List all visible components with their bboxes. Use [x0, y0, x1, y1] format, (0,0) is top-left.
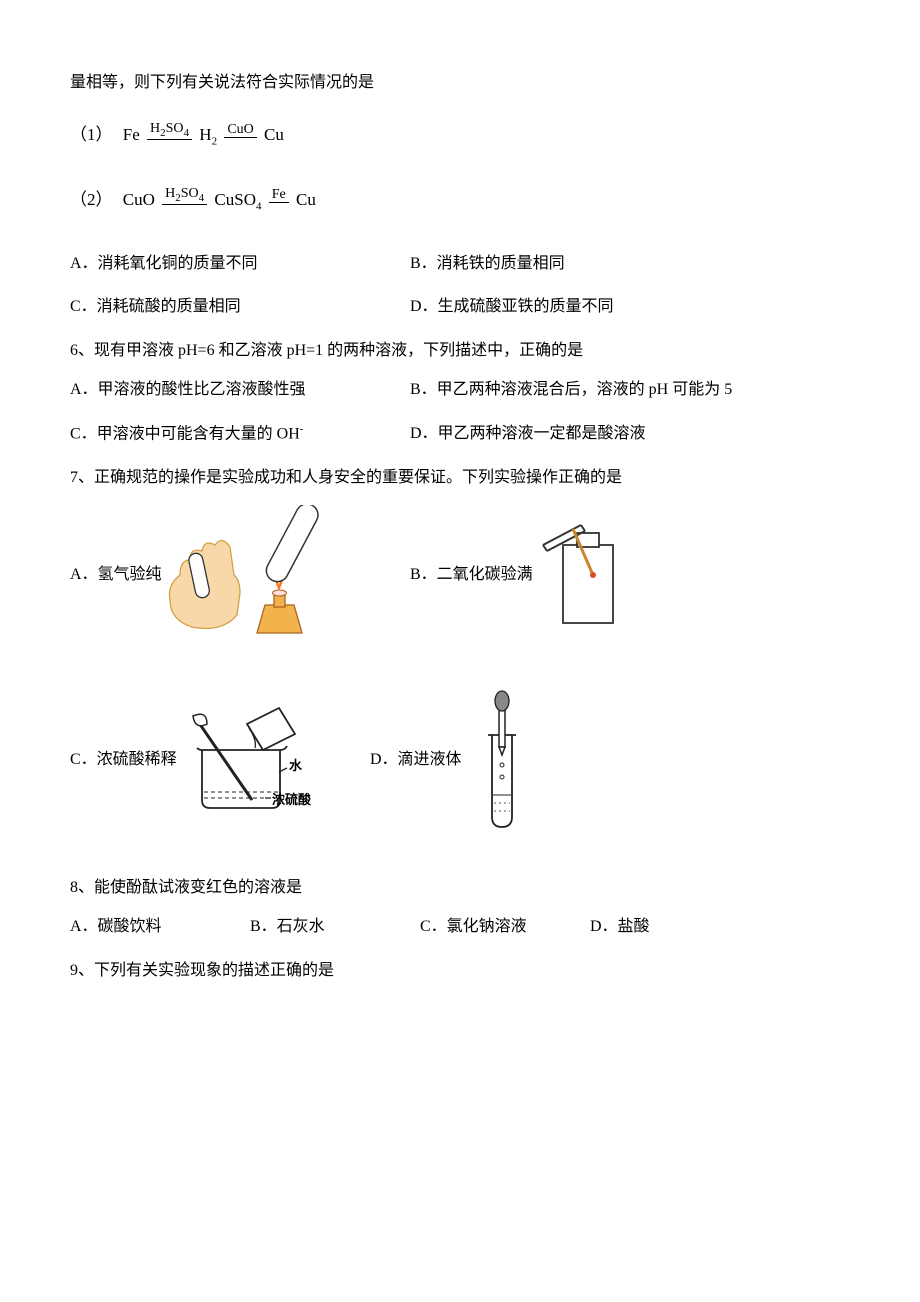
f1-cu: Cu [264, 125, 284, 144]
q6-opt-b: B．甲乙两种溶液混合后，溶液的 pH 可能为 5 [410, 377, 732, 403]
q7-stem: 7、正确规范的操作是实验成功和人身安全的重要保证。下列实验操作正确的是 [70, 465, 850, 491]
q7-fig-c: 水 浓硫酸 [177, 700, 357, 820]
f2-arrow-1: H2SO4. [162, 186, 207, 216]
q5-opt-a: A．消耗氧化铜的质量不同 [70, 251, 410, 277]
q6-opt-d: D．甲乙两种溶液一定都是酸溶液 [410, 421, 646, 447]
q8-opt-d: D．盐酸 [590, 914, 650, 940]
formula-2: （2） CuO H2SO4. CuSO4 Fe. Cu [70, 186, 850, 216]
q8-opt-c: C．氯化钠溶液 [420, 914, 590, 940]
q7-opt-d-label: D．滴进液体 [370, 747, 462, 773]
q7-c-acid-label: 浓硫酸 [272, 792, 312, 807]
q7-fig-d [462, 685, 542, 835]
q8-opt-a: A．碳酸饮料 [70, 914, 250, 940]
q6-row-1: A．甲溶液的酸性比乙溶液酸性强 B．甲乙两种溶液混合后，溶液的 pH 可能为 5 [70, 377, 850, 403]
q5-opt-b: B．消耗铁的质量相同 [410, 251, 565, 277]
q7-row-1: A．氢气验纯 B．二氧化碳验满 [70, 505, 850, 645]
formula-2-num: （2） [70, 190, 113, 209]
q7-opt-b-label: B．二氧化碳验满 [410, 562, 533, 588]
f1-arrow-2: CuO. [224, 122, 256, 149]
f1-h2: H2 [199, 125, 217, 144]
q6-opt-a: A．甲溶液的酸性比乙溶液酸性强 [70, 377, 410, 403]
q7-opt-c-label: C．浓硫酸稀释 [70, 747, 177, 773]
q7-opt-a-label: A．氢气验纯 [70, 562, 162, 588]
formula-1-num: （1） [70, 125, 113, 144]
q6-opt-c: C．甲溶液中可能含有大量的 OH- [70, 421, 410, 447]
q5-row-2: C．消耗硫酸的质量相同 D．生成硫酸亚铁的质量不同 [70, 294, 850, 320]
f2-arrow-2: Fe. [269, 187, 289, 214]
formula-1: （1） Fe H2SO4. H2 CuO. Cu [70, 121, 850, 151]
f1-fe: Fe [123, 125, 140, 144]
q5-opt-d: D．生成硫酸亚铁的质量不同 [410, 294, 614, 320]
f2-cu: Cu [296, 190, 316, 209]
f2-cuso4: CuSO4 [214, 190, 261, 209]
q6-stem: 6、现有甲溶液 pH=6 和乙溶液 pH=1 的两种溶液，下列描述中，正确的是 [70, 338, 850, 364]
q6-row-2: C．甲溶液中可能含有大量的 OH- D．甲乙两种溶液一定都是酸溶液 [70, 421, 850, 447]
q5-row-1: A．消耗氧化铜的质量不同 B．消耗铁的质量相同 [70, 251, 850, 277]
q7-fig-b [533, 515, 643, 635]
f1-arrow-1: H2SO4. [147, 121, 192, 151]
q8-stem: 8、能使酚酞试液变红色的溶液是 [70, 875, 850, 901]
q8-opt-b: B．石灰水 [250, 914, 420, 940]
q5-opt-c: C．消耗硫酸的质量相同 [70, 294, 410, 320]
q7-c-water-label: 水 [289, 758, 303, 773]
q9-stem: 9、下列有关实验现象的描述正确的是 [70, 958, 850, 984]
intro-line: 量相等，则下列有关说法符合实际情况的是 [70, 70, 850, 96]
q7-fig-a [162, 505, 332, 645]
q7-row-2: C．浓硫酸稀释 水 浓硫酸 D [70, 685, 850, 835]
q8-options: A．碳酸饮料 B．石灰水 C．氯化钠溶液 D．盐酸 [70, 914, 850, 940]
f2-cuo: CuO [123, 190, 155, 209]
